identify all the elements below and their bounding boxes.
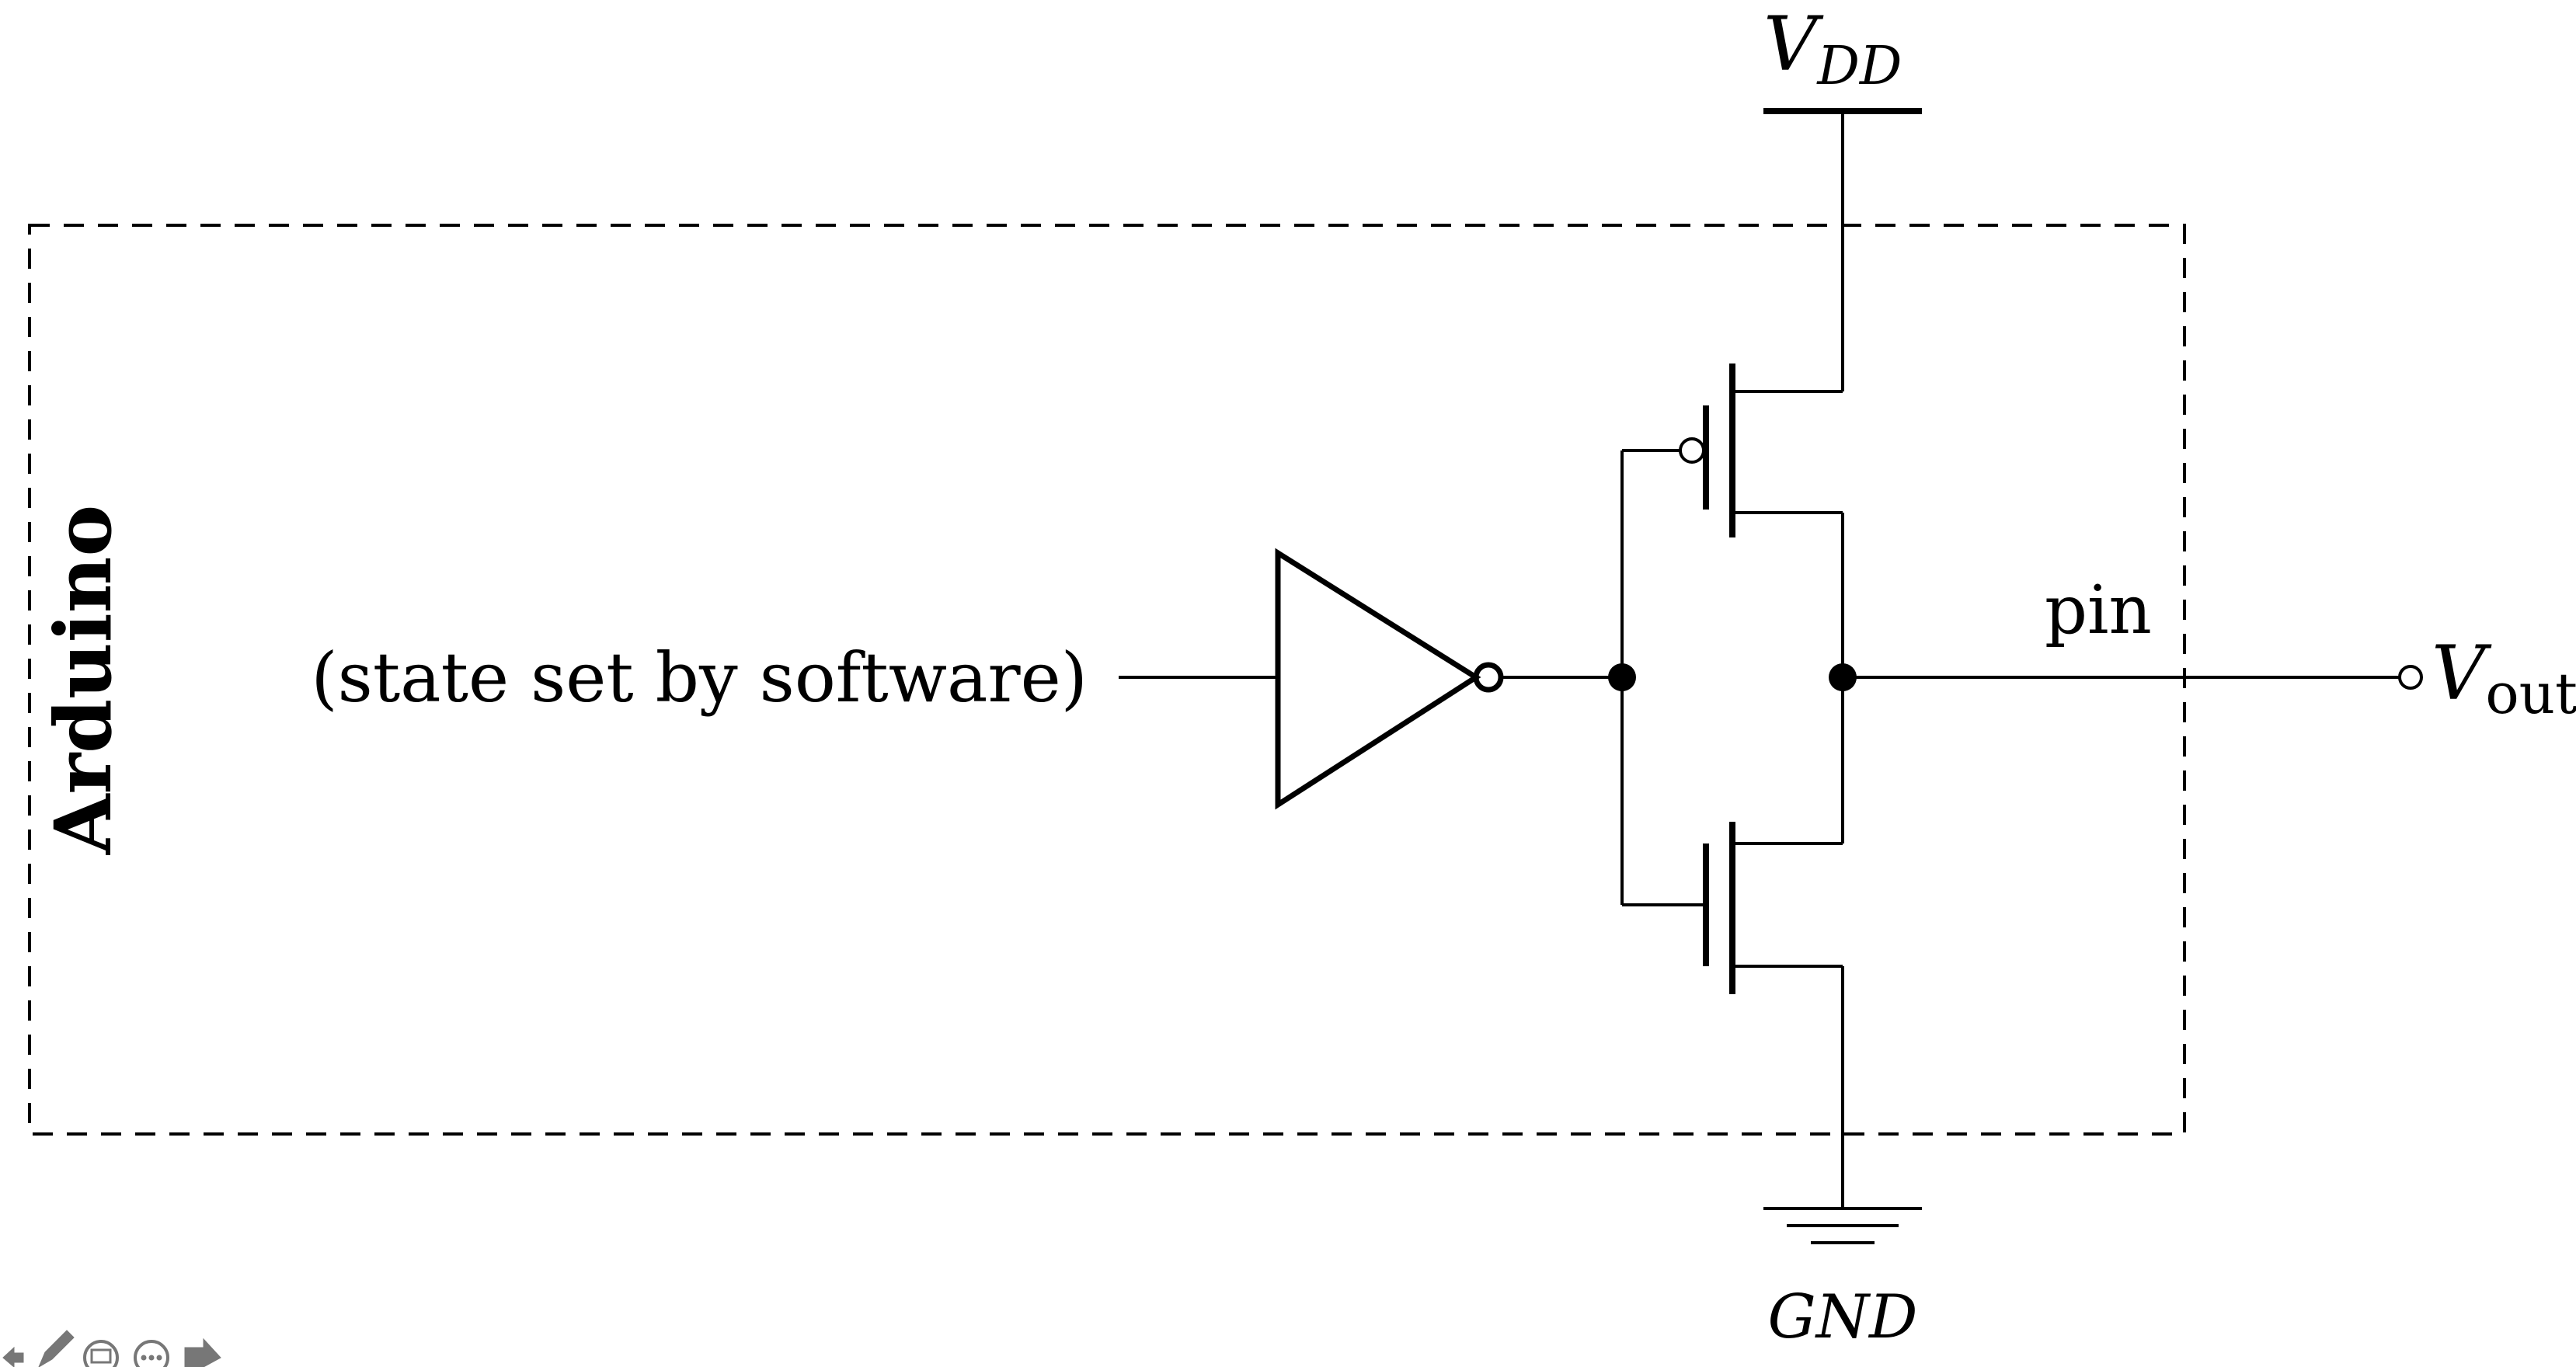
vout-label: Vout <box>2432 630 2576 726</box>
vout-label-main: V <box>2432 630 2492 717</box>
vdd-label: VDD <box>1763 1 1902 97</box>
slide-icon[interactable] <box>83 1340 119 1367</box>
arduino-boundary <box>28 224 2186 1136</box>
pin-label: pin <box>2045 572 2152 649</box>
vout-label-sub: out <box>2485 661 2576 726</box>
pmos-gate-bubble <box>1679 437 1705 464</box>
more-icon[interactable] <box>134 1340 169 1367</box>
ground-label: GND <box>1767 1282 1917 1352</box>
input-label: (state set by software) <box>311 638 1088 718</box>
output-terminal <box>2398 665 2423 690</box>
forward-arrow-icon[interactable] <box>184 1337 221 1367</box>
arduino-label: Arduino <box>37 505 129 855</box>
pencil-icon[interactable] <box>38 1330 75 1367</box>
inverter-symbol <box>1275 548 1481 810</box>
vdd-label-sub: DD <box>1815 36 1902 97</box>
back-arrow-icon[interactable] <box>2 1346 24 1367</box>
presentation-toolbar <box>2 1330 221 1367</box>
vdd-label-main: V <box>1763 1 1824 88</box>
